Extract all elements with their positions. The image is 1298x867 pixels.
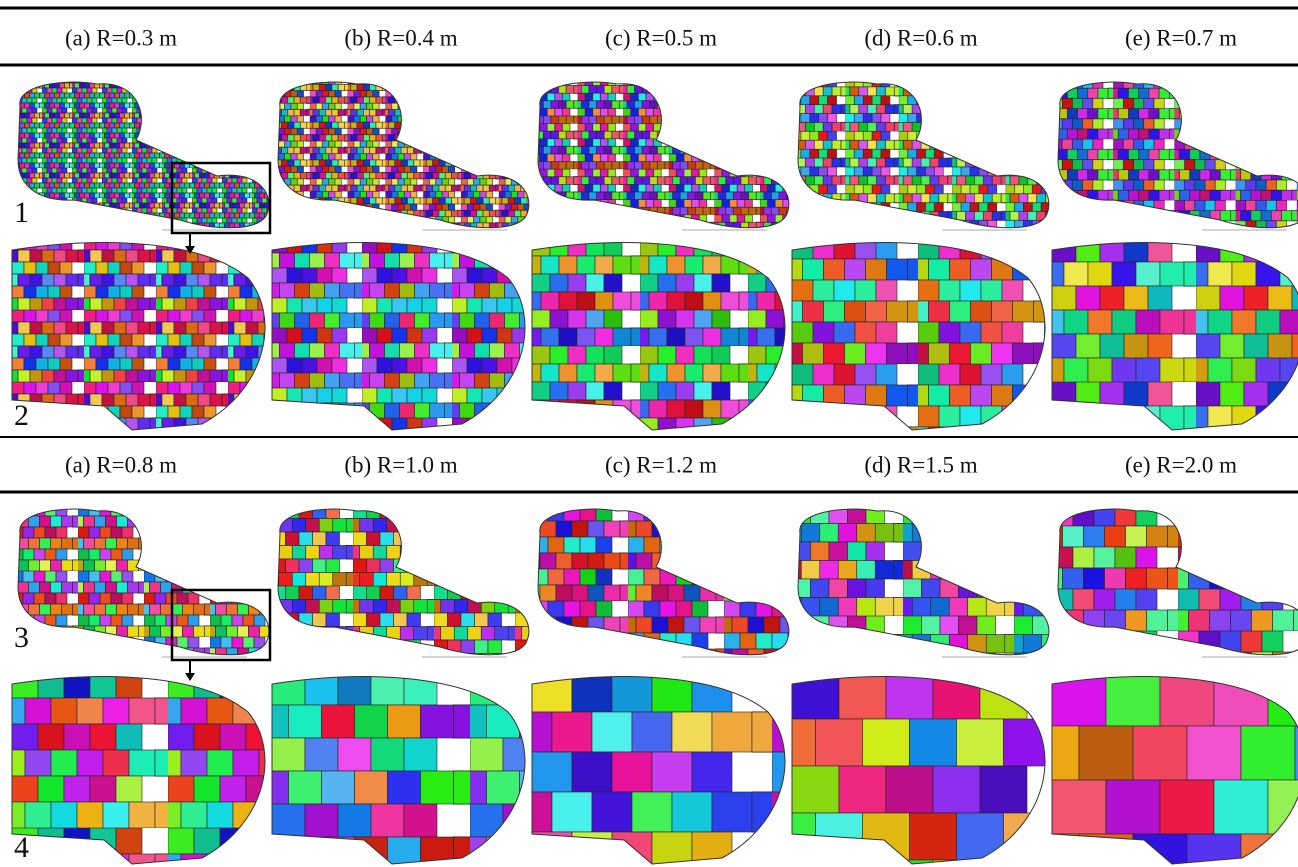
column-header: (e) R=2.0 m (1125, 452, 1237, 477)
zoom-arrowhead (185, 673, 195, 681)
point-cloud-panel (532, 677, 785, 864)
column-header: (d) R=1.5 m (864, 452, 977, 477)
point-cloud-panel (538, 82, 789, 230)
point-cloud (532, 677, 785, 864)
point-cloud (12, 243, 265, 430)
column-header: (c) R=1.2 m (605, 452, 717, 477)
point-cloud (272, 243, 525, 430)
point-cloud-panel (1058, 509, 1298, 657)
point-cloud (532, 243, 785, 430)
point-cloud (12, 677, 265, 864)
point-cloud (798, 82, 1049, 228)
point-cloud (272, 677, 525, 864)
point-cloud-panel (1052, 243, 1298, 430)
row-label: 3 (14, 621, 29, 654)
point-cloud (792, 677, 1045, 864)
row-label: 2 (14, 399, 29, 432)
point-cloud-panel (18, 509, 269, 657)
point-cloud-panel (18, 82, 269, 230)
point-cloud (792, 243, 1045, 430)
point-cloud (18, 82, 269, 228)
point-cloud (538, 82, 789, 228)
row-label: 1 (14, 196, 29, 229)
column-header: (c) R=0.5 m (605, 25, 717, 50)
point-cloud (1052, 243, 1298, 430)
point-cloud-panel (278, 82, 529, 230)
column-header: (e) R=0.7 m (1125, 25, 1237, 50)
point-cloud-panel (272, 677, 525, 864)
point-cloud (798, 509, 1049, 655)
column-header: (a) R=0.8 m (65, 452, 177, 477)
point-cloud-panel (532, 243, 785, 430)
point-cloud-panel (278, 509, 529, 657)
column-header: (d) R=0.6 m (864, 25, 977, 50)
row-label: 4 (14, 831, 29, 864)
point-cloud (538, 509, 789, 655)
point-cloud-panel (538, 509, 789, 657)
column-header: (b) R=0.4 m (344, 25, 457, 50)
point-cloud-panel (272, 243, 525, 430)
point-cloud-panel (798, 82, 1049, 230)
point-cloud-panel (798, 509, 1049, 657)
point-cloud-panel (792, 243, 1045, 430)
point-cloud (18, 509, 269, 655)
point-cloud-panel (792, 677, 1045, 864)
column-header: (b) R=1.0 m (344, 452, 457, 477)
column-header: (a) R=0.3 m (65, 25, 177, 50)
point-cloud (278, 82, 529, 228)
figure: (a) R=0.3 m (b) R=0.4 m (c) R=0.5 m (d) R=0… (0, 0, 1298, 867)
point-cloud (278, 509, 529, 655)
point-cloud (1058, 509, 1298, 655)
point-cloud (1058, 82, 1298, 228)
point-cloud (1052, 677, 1298, 864)
point-cloud-panel (12, 677, 265, 864)
point-cloud-panel (1052, 677, 1298, 864)
point-cloud-panel (1058, 82, 1298, 230)
point-cloud-panel (12, 243, 265, 430)
